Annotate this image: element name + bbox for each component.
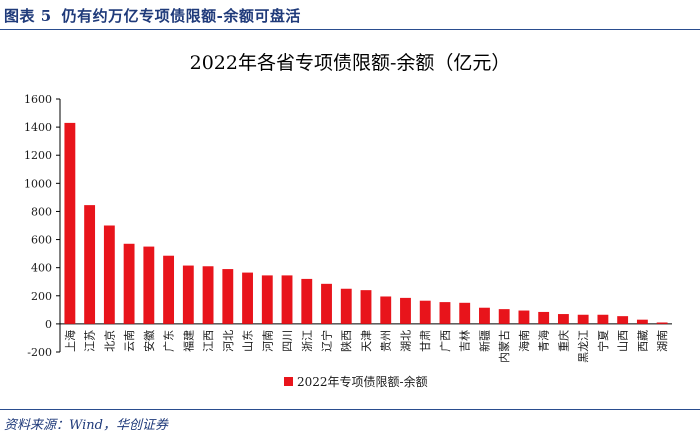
y-tick-label: 1400 <box>24 121 52 134</box>
y-tick-label: 1600 <box>24 93 52 106</box>
x-tick-label: 黑龙江 <box>577 330 590 363</box>
figure-title: 仍有约万亿专项债限额-余额可盘活 <box>61 7 301 25</box>
bar <box>617 316 629 324</box>
bar <box>419 300 431 324</box>
footer-rule <box>0 409 700 410</box>
y-tick-label: 1200 <box>24 149 52 162</box>
bar <box>261 275 273 324</box>
x-tick-label: 云南 <box>123 330 136 352</box>
x-tick-label: 河南 <box>261 330 274 352</box>
x-tick-label: 吉林 <box>458 330 472 352</box>
bar <box>281 275 293 324</box>
x-tick-label: 山西 <box>617 330 630 352</box>
y-tick-label: 400 <box>31 262 52 275</box>
bar <box>439 302 451 324</box>
bar <box>321 283 332 324</box>
x-tick-label: 天津 <box>360 330 373 352</box>
x-tick-label: 重庆 <box>556 330 570 352</box>
y-tick-label: 200 <box>31 290 52 303</box>
x-tick-label: 新疆 <box>477 330 491 352</box>
x-tick-label: 江苏 <box>84 330 97 352</box>
x-axis-labels: 上海 江苏 北京 云南 安徽 广东 福建 江西 河北 山东 河南 四川 浙江 辽宁 陕西 天津 贵州 湖北 甘肃 广西… <box>63 330 669 363</box>
x-tick-label: 西藏 <box>636 330 649 352</box>
bar <box>222 269 234 324</box>
bar <box>340 288 352 324</box>
bar <box>400 297 411 324</box>
bar <box>242 272 253 324</box>
y-tick-label: 600 <box>31 234 52 247</box>
x-tick-label: 福建 <box>181 330 195 352</box>
x-tick-label: 广东 <box>163 330 176 352</box>
x-tick-label: 陕西 <box>339 330 353 352</box>
bar <box>123 243 135 324</box>
x-tick-label: 辽宁 <box>320 330 334 352</box>
figure-number: 图表 5 <box>4 7 52 25</box>
y-tick-label: -200 <box>27 346 52 359</box>
x-tick-label: 安徽 <box>142 330 156 352</box>
x-tick-label: 湖南 <box>656 330 669 352</box>
x-tick-label: 海南 <box>517 330 531 352</box>
bar <box>380 296 392 324</box>
bar-chart: 2022年各省专项债限额-余额（亿元） -200 0 200 400 600 800 100… <box>24 52 672 389</box>
x-tick-label: 四川 <box>281 330 294 352</box>
chart-title: 2022年各省专项债限额-余额（亿元） <box>190 52 511 74</box>
y-tick-label: 0 <box>45 318 52 331</box>
figure-header: 图表 5 仍有约万亿专项债限额-余额可盘活 <box>0 0 700 30</box>
x-tick-label: 浙江 <box>301 330 314 352</box>
chart-legend: 2022年专项债限额-余额 <box>284 374 428 389</box>
bar <box>479 307 490 324</box>
x-tick-label: 河北 <box>222 330 235 352</box>
bar <box>656 322 668 324</box>
bar <box>459 302 471 324</box>
x-tick-label: 内蒙古 <box>497 330 511 363</box>
bar <box>143 246 155 324</box>
x-tick-label: 上海 <box>63 330 77 352</box>
figure-caption: 图表 5 仍有约万亿专项债限额-余额可盘活 <box>4 5 301 26</box>
bar-series <box>64 122 668 324</box>
bar <box>103 225 115 324</box>
bar <box>557 314 569 324</box>
bar <box>301 278 313 324</box>
x-tick-label: 湖北 <box>399 330 412 352</box>
x-tick-label: 宁夏 <box>596 330 610 352</box>
bar <box>182 265 194 324</box>
x-tick-label: 江西 <box>202 330 215 352</box>
header-rule <box>0 29 700 30</box>
bar <box>360 290 372 324</box>
legend-swatch <box>284 377 293 386</box>
bar <box>518 310 530 324</box>
bar <box>202 266 214 324</box>
x-tick-label: 广西 <box>439 330 452 352</box>
x-tick-label: 贵州 <box>380 330 393 352</box>
bar <box>636 319 648 324</box>
y-tick-label: 800 <box>31 205 52 218</box>
source-note: 资料来源：Wind，华创证券 <box>4 418 168 433</box>
bar <box>577 314 589 324</box>
bar <box>163 255 175 324</box>
bar <box>538 311 550 324</box>
x-tick-label: 山东 <box>242 330 255 352</box>
bar <box>64 122 76 324</box>
x-tick-label: 甘肃 <box>419 330 432 352</box>
y-tick-label: 1000 <box>24 177 52 190</box>
bar <box>597 314 609 324</box>
bar <box>84 205 96 324</box>
legend-label: 2022年专项债限额-余额 <box>297 374 428 389</box>
x-tick-label: 北京 <box>102 330 116 352</box>
bar <box>498 309 510 324</box>
x-tick-label: 青海 <box>537 330 551 352</box>
